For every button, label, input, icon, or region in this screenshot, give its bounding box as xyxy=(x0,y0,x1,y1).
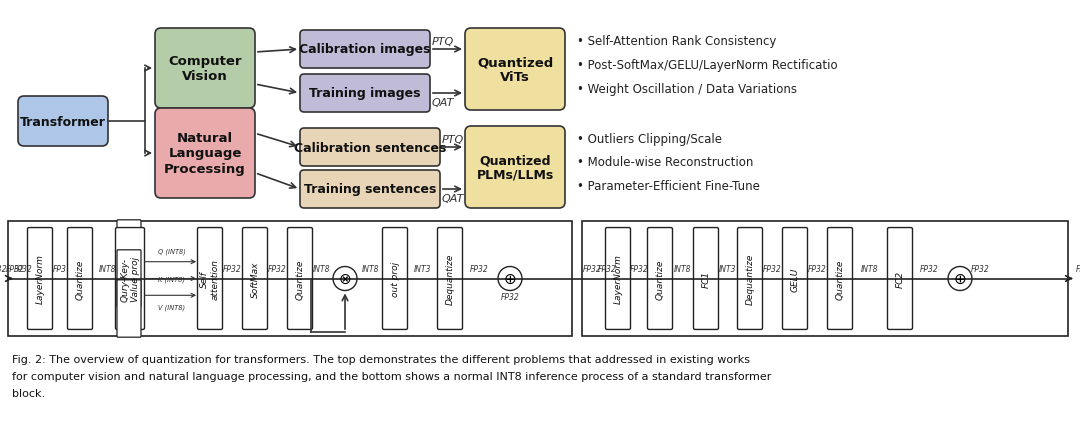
Text: FP32: FP32 xyxy=(630,264,648,273)
Text: Quantize: Quantize xyxy=(656,259,664,299)
Text: FP32: FP32 xyxy=(808,264,827,273)
FancyBboxPatch shape xyxy=(18,97,108,147)
Text: • Parameter-Efficient Fine-Tune: • Parameter-Efficient Fine-Tune xyxy=(577,180,760,193)
Text: Calibration sentences: Calibration sentences xyxy=(294,141,446,154)
FancyBboxPatch shape xyxy=(27,228,53,330)
FancyBboxPatch shape xyxy=(67,228,93,330)
Text: FP32: FP32 xyxy=(470,264,489,273)
Text: Self
attention: Self attention xyxy=(200,259,219,299)
Text: • Post-SoftMax/GELU/LayerNorm Rectificatio: • Post-SoftMax/GELU/LayerNorm Rectificat… xyxy=(577,58,838,71)
Bar xyxy=(582,222,1068,336)
Text: PTQ: PTQ xyxy=(432,37,455,47)
Text: block.: block. xyxy=(12,388,45,398)
Text: Dequantize: Dequantize xyxy=(745,253,755,305)
Text: Q (INT8): Q (INT8) xyxy=(158,248,186,254)
Text: INT8: INT8 xyxy=(362,264,379,273)
Text: Training sentences: Training sentences xyxy=(303,183,436,196)
Text: V (INT8): V (INT8) xyxy=(158,304,185,310)
Text: FP32: FP32 xyxy=(971,264,989,273)
FancyBboxPatch shape xyxy=(888,228,913,330)
Text: QAT: QAT xyxy=(432,98,455,108)
FancyBboxPatch shape xyxy=(117,250,141,308)
Text: INT8: INT8 xyxy=(861,264,879,273)
Text: FP32: FP32 xyxy=(14,264,32,273)
Text: Quantized
PLMs/LLMs: Quantized PLMs/LLMs xyxy=(476,154,554,181)
FancyBboxPatch shape xyxy=(300,75,430,113)
Text: Fig. 2: The overview of quantization for transformers. The top demonstrates the : Fig. 2: The overview of quantization for… xyxy=(12,354,750,364)
FancyBboxPatch shape xyxy=(116,228,145,330)
FancyBboxPatch shape xyxy=(606,228,631,330)
FancyBboxPatch shape xyxy=(648,228,673,330)
Text: • Self-Attention Rank Consistency: • Self-Attention Rank Consistency xyxy=(577,35,777,47)
Text: FC1: FC1 xyxy=(702,271,711,288)
FancyBboxPatch shape xyxy=(783,228,808,330)
Text: FC2: FC2 xyxy=(895,271,905,288)
FancyBboxPatch shape xyxy=(437,228,462,330)
Text: QAT: QAT xyxy=(442,193,464,204)
Text: FP32: FP32 xyxy=(764,264,782,273)
Bar xyxy=(8,222,572,336)
FancyBboxPatch shape xyxy=(300,31,430,69)
Text: FP32: FP32 xyxy=(597,264,617,273)
Text: • Outliers Clipping/Scale: • Outliers Clipping/Scale xyxy=(577,132,723,145)
FancyBboxPatch shape xyxy=(693,228,718,330)
FancyBboxPatch shape xyxy=(156,29,255,109)
Text: FP32: FP32 xyxy=(1076,265,1080,274)
Text: LayerNorm: LayerNorm xyxy=(613,254,622,304)
FancyBboxPatch shape xyxy=(117,220,141,278)
Text: INT8: INT8 xyxy=(674,264,692,273)
Text: Quantize: Quantize xyxy=(836,259,845,299)
FancyBboxPatch shape xyxy=(382,228,407,330)
Text: LayerNorm: LayerNorm xyxy=(36,254,44,304)
Text: FP32: FP32 xyxy=(501,293,519,302)
Text: for computer vision and natural language processing, and the bottom shows a norm: for computer vision and natural language… xyxy=(12,371,771,381)
FancyBboxPatch shape xyxy=(465,29,565,111)
FancyBboxPatch shape xyxy=(465,127,565,208)
Text: Natural
Language
Processing: Natural Language Processing xyxy=(164,132,246,175)
FancyBboxPatch shape xyxy=(300,170,440,208)
Text: FP32: FP32 xyxy=(582,264,602,273)
Text: • Weight Oscillation / Data Variations: • Weight Oscillation / Data Variations xyxy=(577,82,797,95)
FancyBboxPatch shape xyxy=(738,228,762,330)
Text: Calibration images: Calibration images xyxy=(299,43,431,56)
FancyBboxPatch shape xyxy=(300,129,440,167)
FancyBboxPatch shape xyxy=(117,280,141,337)
Text: ⊕: ⊕ xyxy=(503,271,516,286)
FancyBboxPatch shape xyxy=(243,228,268,330)
Text: K (INT8): K (INT8) xyxy=(158,276,185,282)
Text: Training images: Training images xyxy=(309,87,421,100)
Text: GELU: GELU xyxy=(791,267,799,291)
Text: Quantize: Quantize xyxy=(76,259,84,299)
Text: PTQ: PTQ xyxy=(442,135,464,145)
Text: FP32: FP32 xyxy=(6,264,25,273)
Text: out proj: out proj xyxy=(391,261,400,296)
Text: INT3: INT3 xyxy=(414,264,431,273)
Text: FP32: FP32 xyxy=(920,264,939,273)
Text: Quantize: Quantize xyxy=(296,259,305,299)
Text: INT8: INT8 xyxy=(98,264,117,273)
Text: Dequantize: Dequantize xyxy=(446,253,455,305)
Text: Transformer: Transformer xyxy=(21,115,106,128)
Text: Qury-Key-
Value proj: Qury-Key- Value proj xyxy=(120,256,139,301)
FancyBboxPatch shape xyxy=(827,228,852,330)
Text: ⊕: ⊕ xyxy=(954,271,967,286)
Text: INT8: INT8 xyxy=(313,264,330,273)
FancyBboxPatch shape xyxy=(198,228,222,330)
Text: FP32: FP32 xyxy=(224,264,242,273)
Text: ⊗: ⊗ xyxy=(339,271,351,286)
Text: FP32: FP32 xyxy=(268,264,287,273)
FancyBboxPatch shape xyxy=(287,228,312,330)
Text: • Module-wise Reconstruction: • Module-wise Reconstruction xyxy=(577,156,754,169)
Text: Quantized
ViTs: Quantized ViTs xyxy=(477,56,553,84)
Text: INT3: INT3 xyxy=(719,264,737,273)
Text: FP3: FP3 xyxy=(53,264,67,273)
Text: FP32: FP32 xyxy=(0,264,8,273)
FancyBboxPatch shape xyxy=(156,109,255,199)
Text: SoftMax: SoftMax xyxy=(251,261,259,297)
Text: Computer
Vision: Computer Vision xyxy=(168,55,242,83)
